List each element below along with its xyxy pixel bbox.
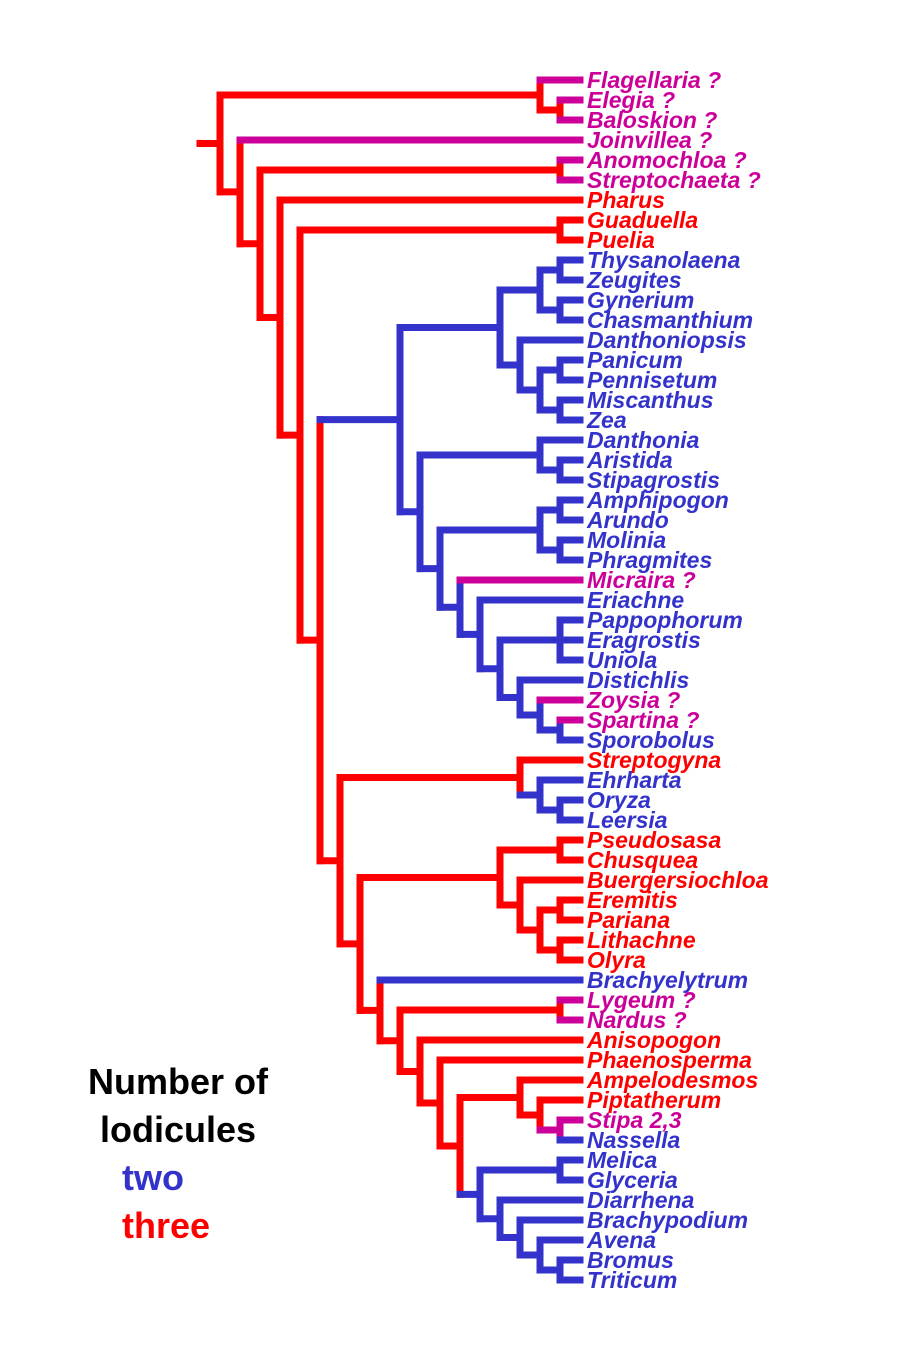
taxon-label: Gynerium — [587, 287, 694, 313]
taxon-label: Anisopogon — [586, 1027, 721, 1053]
taxon-label: Ehrharta — [587, 767, 682, 793]
taxon-label: Aristida — [586, 447, 673, 473]
legend-three: three — [122, 1205, 211, 1246]
taxon-label: Pennisetum — [587, 367, 717, 393]
taxon-label: Baloskion ? — [587, 107, 717, 133]
taxon-label: Piptatherum — [587, 1087, 721, 1113]
legend-title-line1: Number of — [88, 1061, 268, 1102]
taxon-label: Miscanthus — [587, 387, 714, 413]
taxon-label: Phaenosperma — [587, 1047, 752, 1073]
taxon-label: Lygeum ? — [587, 987, 696, 1013]
taxon-label: Zoysia ? — [586, 687, 680, 713]
taxon-label: Bromus — [587, 1247, 674, 1273]
taxon-label: Elegia ? — [587, 87, 675, 113]
taxon-labels: Flagellaria ?Elegia ?Baloskion ?Joinvill… — [586, 67, 769, 1293]
taxon-label: Pappophorum — [587, 607, 743, 633]
taxon-label: Distichlis — [587, 667, 689, 693]
taxon-label: Molinia — [587, 527, 666, 553]
taxon-label: Panicum — [587, 347, 683, 373]
legend-title: Number of lodicules — [88, 1058, 268, 1154]
taxon-label: Eremitis — [587, 887, 678, 913]
taxon-label: Pariana — [587, 907, 670, 933]
taxon-label: Uniola — [587, 647, 657, 673]
taxon-label: Flagellaria ? — [587, 67, 721, 93]
taxon-label: Streptogyna — [587, 747, 721, 773]
taxon-label: Sporobolus — [587, 727, 715, 753]
taxon-label: Glyceria — [587, 1167, 678, 1193]
taxon-label: Danthoniopsis — [587, 327, 747, 353]
taxon-label: Guaduella — [587, 207, 698, 233]
taxon-label: Chusquea — [587, 847, 698, 873]
taxon-label: Joinvillea ? — [587, 127, 712, 153]
taxon-label: Ampelodesmos — [586, 1067, 758, 1093]
taxon-label: Pseudosasa — [587, 827, 721, 853]
tree-branches — [196, 76, 584, 1284]
taxon-label: Chasmanthium — [587, 307, 753, 333]
taxon-label: Nassella — [587, 1127, 681, 1153]
taxon-label: Thysanolaena — [587, 247, 741, 273]
taxon-label: Danthonia — [587, 427, 700, 453]
taxon-label: Brachypodium — [587, 1207, 748, 1233]
taxon-label: Zeugites — [586, 267, 682, 293]
taxon-label: Oryza — [587, 787, 651, 813]
taxon-label: Eriachne — [587, 587, 684, 613]
taxon-label: Stipa 2,3 — [587, 1107, 682, 1133]
taxon-label: Stipagrostis — [587, 467, 720, 493]
taxon-label: Brachyelytrum — [587, 967, 748, 993]
taxon-label: Diarrhena — [587, 1187, 695, 1213]
taxon-label: Micraira ? — [587, 567, 696, 593]
taxon-label: Streptochaeta ? — [587, 167, 761, 193]
legend-title-line2: lodicules — [99, 1109, 257, 1150]
taxon-label: Anomochloa ? — [586, 147, 747, 173]
legend-two: two — [122, 1157, 184, 1198]
taxon-label: Pharus — [587, 187, 665, 213]
taxon-label: Amphipogon — [586, 487, 729, 513]
taxon-label: Leersia — [587, 807, 668, 833]
taxon-label: Arundo — [586, 507, 669, 533]
taxon-label: Triticum — [587, 1267, 677, 1293]
taxon-label: Phragmites — [587, 547, 712, 573]
taxon-label: Lithachne — [587, 927, 696, 953]
taxon-label: Olyra — [587, 947, 646, 973]
taxon-label: Puelia — [587, 227, 655, 253]
taxon-label: Buergersiochloa — [587, 867, 769, 893]
taxon-label: Spartina ? — [587, 707, 699, 733]
taxon-label: Avena — [586, 1227, 656, 1253]
taxon-label: Nardus ? — [587, 1007, 687, 1033]
taxon-label: Eragrostis — [587, 627, 701, 653]
taxon-label: Zea — [586, 407, 627, 433]
taxon-label: Melica — [587, 1147, 658, 1173]
